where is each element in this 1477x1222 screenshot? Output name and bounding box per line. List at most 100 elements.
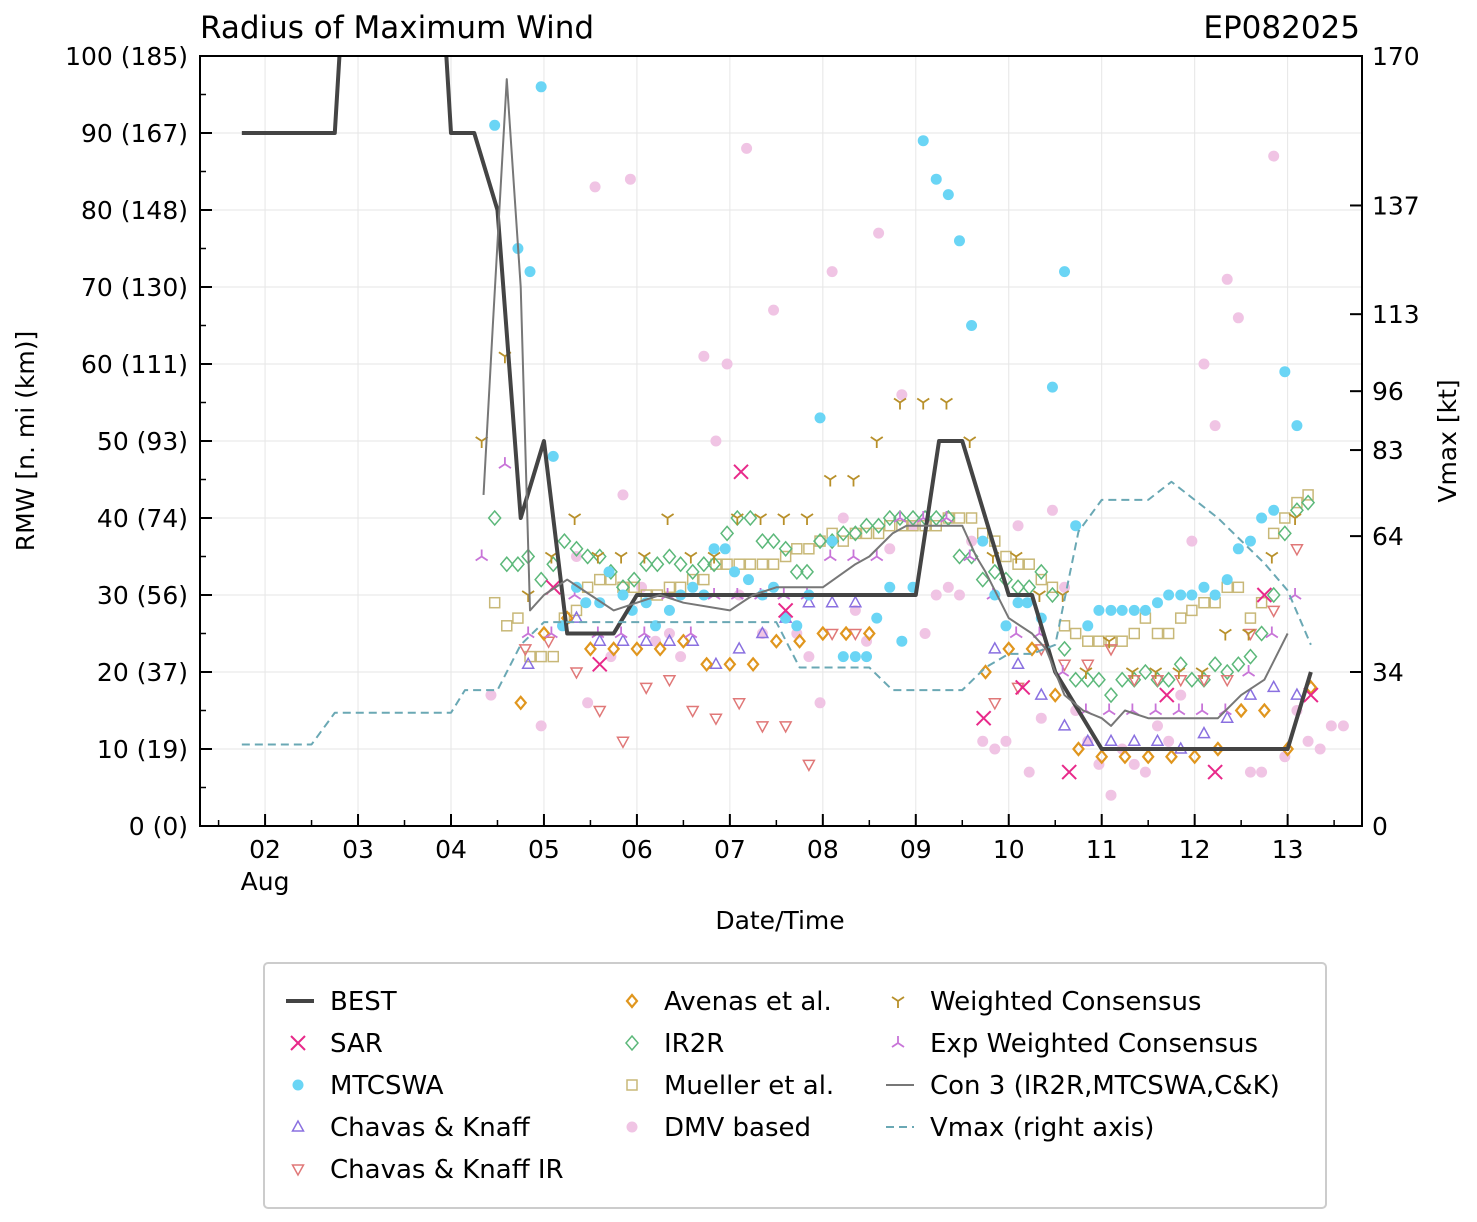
y-tick-label: 70 (130)	[81, 273, 188, 302]
x-axis-label: Date/Time	[715, 906, 844, 935]
wcons-stroke	[661, 513, 675, 525]
y2-tick-label: 64	[1372, 522, 1404, 551]
dmv-point	[1221, 273, 1233, 285]
wcons-point	[1009, 551, 1023, 564]
wcons-point	[1102, 636, 1116, 649]
wcons-stroke	[591, 551, 605, 564]
dmv-point	[1105, 789, 1117, 801]
mtcswa-point	[1198, 581, 1210, 593]
wcons-series	[475, 351, 1302, 679]
wcons-point	[800, 513, 814, 525]
ir2r-point	[696, 556, 711, 573]
ewcons-stroke	[1242, 665, 1256, 677]
wcons-stroke	[1218, 628, 1232, 641]
wcons-stroke	[963, 436, 977, 448]
dmv-point	[814, 697, 826, 709]
dmv-point	[884, 543, 896, 555]
legend-item-best: BEST	[286, 987, 397, 1017]
ckir-point	[825, 628, 839, 642]
mueller-point	[1012, 558, 1024, 570]
wcons-stroke	[939, 397, 953, 410]
legend-label: Con 3 (IR2R,MTCSWA,C&K)	[930, 1071, 1280, 1101]
sar-series	[545, 464, 1319, 780]
vmax-line	[241, 480, 1312, 746]
dmv-point	[589, 181, 601, 193]
ck-point	[1220, 710, 1234, 723]
ir2r-point	[766, 532, 781, 550]
x-month-label: Aug	[241, 867, 290, 896]
ckir-point	[778, 721, 793, 734]
wcons-point	[1149, 667, 1163, 679]
ewcons-stroke	[614, 626, 628, 639]
ewcons-point	[684, 626, 698, 639]
wcons-point	[870, 436, 884, 448]
ir2r-point	[813, 532, 828, 550]
ewcons-point	[614, 626, 628, 639]
ir2r-point	[743, 509, 758, 527]
legend-swatch	[291, 1119, 305, 1132]
avenas-point	[584, 641, 597, 657]
ir2r-point	[685, 563, 700, 581]
sar-point	[1207, 764, 1223, 780]
ck-point	[1243, 687, 1258, 700]
legend-label: Chavas & Knaff IR	[330, 1155, 564, 1185]
ck-point	[1290, 687, 1304, 700]
wcons-stroke	[637, 551, 651, 564]
sar-stroke	[1207, 764, 1223, 780]
mtcswa-point	[547, 450, 559, 462]
ir2r-point	[1184, 671, 1199, 688]
wcons-stroke	[1288, 513, 1302, 525]
ewcons-stroke	[521, 626, 535, 639]
legend-item-dmv: DMV based	[626, 1113, 811, 1143]
wcons-point	[963, 436, 977, 448]
ck-point	[1034, 687, 1049, 700]
ir2r-point	[1208, 656, 1223, 673]
wcons-point	[823, 474, 837, 487]
ewcons-stroke	[891, 1036, 905, 1048]
ir2r-point	[1289, 502, 1304, 519]
avenas-point	[676, 633, 690, 649]
dmv-point	[710, 435, 722, 447]
ewcons-stroke	[1265, 626, 1279, 639]
y-tick-label: 100 (185)	[65, 42, 188, 71]
wcons-stroke	[891, 996, 905, 1008]
ckir-point	[848, 628, 863, 642]
ck-point	[1011, 656, 1025, 670]
sar-stroke	[290, 1035, 306, 1051]
x-tick-label: 04	[435, 835, 467, 864]
dmv-point	[1012, 520, 1024, 532]
ir2r-point	[662, 548, 677, 565]
ewcons-point	[823, 549, 837, 562]
mueller-point	[803, 543, 815, 555]
ewcons-point	[521, 626, 535, 639]
ir2r-point	[639, 556, 654, 573]
ir2r-point	[1266, 586, 1281, 604]
wcons-point	[754, 513, 768, 525]
mueller-point	[779, 550, 792, 563]
wcons-stroke	[1172, 667, 1186, 679]
ir2r-point	[1057, 640, 1072, 658]
ir2r-point	[627, 571, 642, 588]
ck-point	[1150, 733, 1165, 747]
ir2r-point	[1080, 671, 1095, 688]
ewcons-point	[1218, 703, 1232, 716]
ir2r-point	[1173, 656, 1188, 673]
ck-point	[1057, 718, 1072, 731]
dmv-point	[803, 651, 815, 663]
wcons-point	[684, 551, 698, 564]
mueller-point	[1162, 627, 1175, 640]
wcons-point	[661, 513, 675, 525]
ck-point	[988, 641, 1002, 654]
ckir-point	[755, 721, 770, 734]
ir2r-point	[836, 525, 851, 542]
ewcons-point	[544, 626, 558, 639]
x-tick-label: 06	[621, 835, 653, 864]
sar-stroke	[733, 464, 749, 480]
legend-label: Vmax (right axis)	[930, 1113, 1154, 1143]
dmv-point	[989, 743, 1001, 755]
mueller-point	[1267, 527, 1280, 540]
ir2r-point	[720, 525, 735, 542]
mueller-point	[1232, 581, 1245, 594]
wcons-stroke	[800, 513, 814, 525]
